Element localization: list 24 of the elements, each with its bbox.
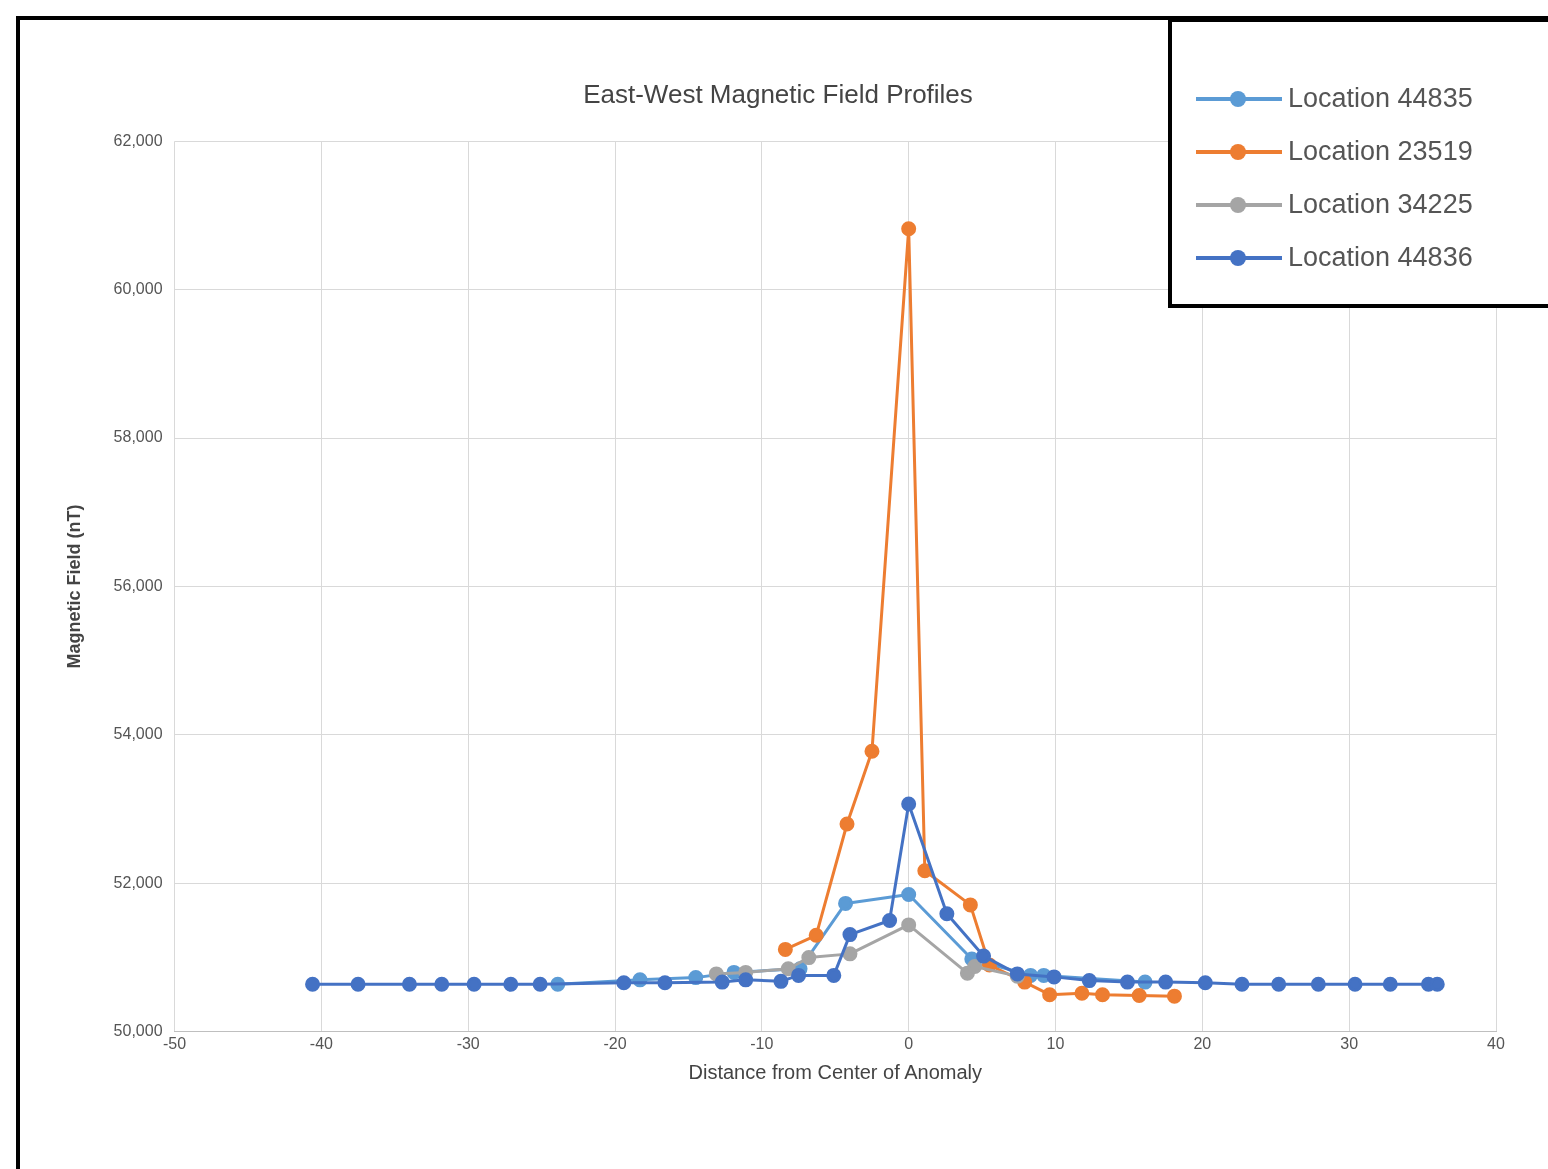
- x-tick-label: -30: [456, 1034, 480, 1052]
- y-tick-label: 52,000: [113, 873, 163, 891]
- x-tick-label: -10: [750, 1034, 774, 1052]
- x-tick-label: 10: [1046, 1034, 1065, 1052]
- legend-label: Location 34225: [1288, 189, 1473, 220]
- y-tick-label: 62,000: [113, 131, 163, 149]
- y-tick-label: 58,000: [113, 428, 163, 446]
- x-tick-label: 30: [1340, 1034, 1359, 1052]
- chart-title: East-West Magnetic Field Profiles: [583, 78, 973, 109]
- x-tick-label: 20: [1193, 1034, 1212, 1052]
- x-tick-label: -50: [162, 1034, 187, 1052]
- legend-label: Location 44835: [1288, 83, 1473, 114]
- y-tick-label: 60,000: [113, 280, 163, 298]
- y-tick-label: 54,000: [113, 725, 163, 743]
- y-tick-label: 56,000: [113, 576, 163, 594]
- x-tick-label: 40: [1487, 1034, 1505, 1052]
- legend-label: Location 44836: [1288, 242, 1473, 273]
- x-tick-label: 0: [904, 1034, 914, 1052]
- x-tick-label: -20: [603, 1034, 627, 1052]
- x-axis-title: Distance from Center of Anomaly: [688, 1060, 982, 1083]
- x-tick-label: -40: [309, 1034, 334, 1052]
- y-tick-label: 50,000: [113, 1022, 163, 1040]
- legend-label: Location 23519: [1288, 136, 1473, 167]
- y-axis-title: Magnetic Field (nT): [63, 504, 84, 669]
